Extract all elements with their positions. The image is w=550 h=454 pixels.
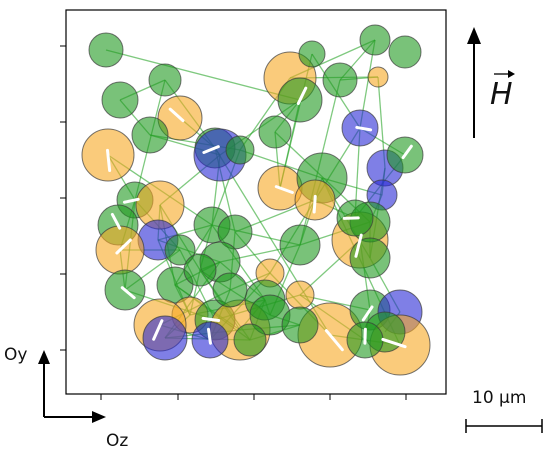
x-ticks [100, 394, 407, 400]
moment-arrow [206, 327, 212, 345]
particle [349, 237, 391, 279]
particle [101, 81, 139, 119]
moment-arrow [312, 194, 317, 214]
moment-arrow [120, 286, 136, 300]
moment-arrow [110, 212, 122, 230]
coordinate-axes: Oy Oz [4, 345, 128, 451]
scale-bar-label: 10 µm [472, 388, 526, 408]
moment-arrow [168, 107, 185, 123]
field-label: H [490, 77, 513, 112]
oz-label: Oz [106, 431, 128, 451]
particle [322, 62, 358, 98]
particle [212, 272, 248, 308]
field-arrow-icon [467, 27, 481, 44]
y-ticks [60, 45, 66, 351]
moment-arrow [324, 329, 344, 352]
moment-arrows [106, 86, 413, 352]
oz-arrow-icon [92, 411, 106, 423]
particle [367, 66, 389, 88]
moment-arrow [296, 86, 308, 106]
moment-arrow [152, 319, 164, 341]
particle [279, 224, 321, 266]
particle [281, 306, 319, 344]
particle [164, 234, 196, 266]
moment-arrow [201, 316, 221, 323]
particle [298, 40, 326, 68]
particle [233, 323, 267, 357]
particle [359, 24, 391, 56]
particle [388, 35, 422, 69]
moment-arrow [355, 125, 373, 132]
particle [285, 280, 315, 310]
moment-arrow [381, 337, 407, 349]
moment-arrow [354, 233, 363, 258]
particle [183, 253, 217, 287]
moment-arrow [106, 148, 112, 173]
moment-arrow [122, 197, 140, 204]
scale-bar: 10 µm [465, 388, 543, 433]
oy-label: Oy [4, 345, 27, 365]
moment-arrow [202, 145, 220, 154]
particle [88, 32, 124, 68]
particle [148, 63, 182, 97]
oy-arrow-icon [38, 350, 50, 364]
moment-arrow [115, 238, 132, 255]
particle [131, 116, 169, 154]
particle [142, 315, 188, 361]
moment-arrow [401, 144, 413, 160]
particle [258, 115, 292, 149]
vector-arrow-icon [508, 70, 515, 78]
moment-arrow [361, 305, 374, 322]
particle [156, 266, 194, 304]
field-indicator: H [467, 27, 515, 138]
particle [225, 135, 255, 165]
plot-frame [65, 9, 447, 395]
moment-arrow [274, 185, 294, 195]
